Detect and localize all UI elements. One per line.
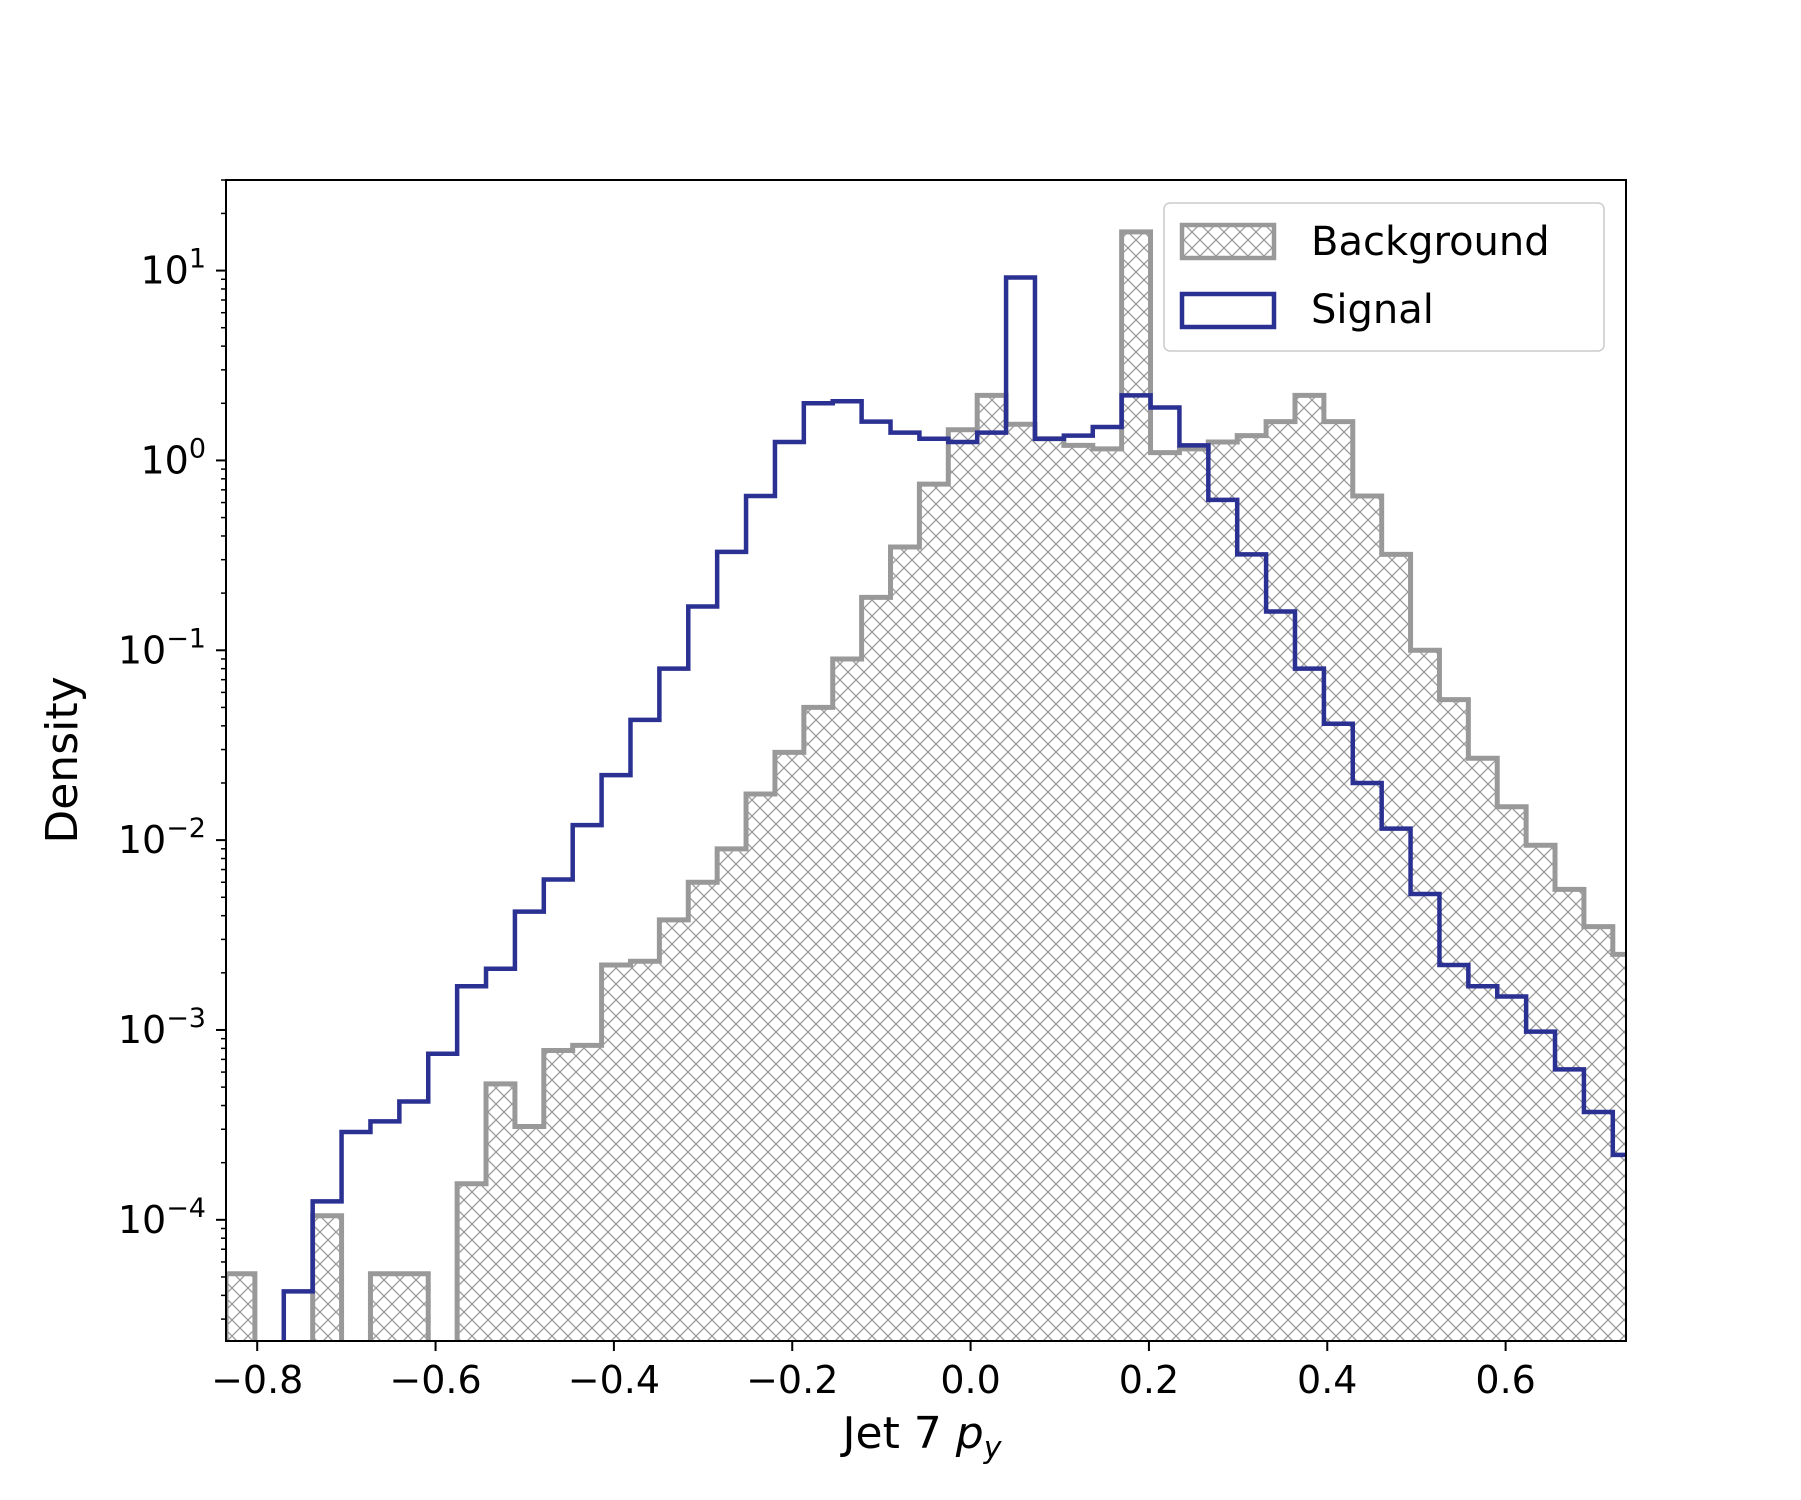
background-bar [457, 1183, 487, 1341]
background-bar [601, 964, 631, 1341]
background-bar [1006, 424, 1035, 1341]
background-bar [514, 1126, 544, 1341]
background-bar [746, 793, 775, 1341]
background-bar [890, 546, 920, 1341]
legend-swatch-background [1179, 222, 1277, 261]
background-bar [717, 848, 747, 1341]
background-bar [1237, 435, 1267, 1341]
x-axis-label-sub: y [983, 1431, 1003, 1466]
background-bar [1121, 231, 1151, 1341]
background-bar [688, 882, 718, 1341]
background-bar [919, 484, 949, 1341]
background-bar [659, 919, 689, 1341]
background-bar [1526, 845, 1556, 1341]
y-tick-label: 10−4 [118, 1193, 206, 1242]
background-bar [948, 429, 978, 1341]
x-tick-label: −0.4 [568, 1358, 660, 1402]
background-bar [1497, 806, 1527, 1341]
x-tick-label: −0.8 [211, 1358, 303, 1402]
background-bar [861, 597, 891, 1341]
background-bar [486, 1083, 515, 1341]
background-bar [1468, 758, 1498, 1341]
signal-line [281, 275, 1626, 1341]
x-axis-label-main: Jet 7 [840, 1408, 956, 1459]
background-bar [1728, 1117, 1757, 1361]
background-bar [803, 707, 833, 1341]
x-axis-label-var: p [955, 1408, 984, 1459]
plot-area: −0.8 −0.6 −0.4 −0.2 0.0 0.2 0.4 0.6 101 100 10−1 10… [118, 179, 1801, 1402]
x-tick-label: 0.6 [1475, 1358, 1535, 1402]
background-outline [226, 229, 1626, 1341]
background-bar [1410, 650, 1440, 1341]
x-tick-label: 0.2 [1119, 1358, 1179, 1402]
x-tick-label: 0.4 [1297, 1358, 1357, 1402]
legend-swatch-signal [1179, 291, 1277, 330]
y-tick-label: 10−3 [118, 1003, 206, 1052]
background-bar [1786, 1181, 1801, 1361]
background-bar [1294, 395, 1324, 1341]
background-bar [1352, 495, 1382, 1341]
background-bar [977, 395, 1007, 1341]
y-tick-label: 10−2 [118, 813, 206, 862]
x-axis-label: Jet 7 py [840, 1408, 1003, 1466]
axes-frame [225, 179, 1627, 1342]
background-bar [1179, 448, 1209, 1341]
background-bar [1555, 889, 1584, 1341]
background-bar [1323, 421, 1353, 1341]
background-bar [1150, 452, 1180, 1341]
legend: Background Signal [1163, 202, 1605, 352]
background-bar [370, 1273, 400, 1341]
x-tick-label: −0.6 [389, 1358, 481, 1402]
x-tick-label: 0.0 [940, 1358, 1000, 1402]
background-bar [832, 658, 862, 1341]
background-bar [543, 1050, 573, 1341]
y-tick-label: 10−1 [118, 623, 206, 672]
y-tick-label: 101 [140, 244, 206, 293]
background-bar [1699, 1079, 1728, 1361]
background-bar [1381, 554, 1411, 1341]
background-bar [1583, 926, 1613, 1341]
background-bar [1612, 954, 1626, 1341]
background-bar [1642, 1015, 1671, 1361]
background-bar [1757, 1117, 1786, 1361]
background-bar [1063, 445, 1093, 1341]
background-bar [1092, 448, 1122, 1341]
background-bar [774, 752, 804, 1341]
background-bar [1439, 699, 1469, 1341]
legend-label-background: Background [1311, 219, 1550, 265]
background-bar [1034, 438, 1064, 1341]
background-bar [630, 961, 660, 1341]
background-bar [226, 1273, 255, 1341]
background-bar [1266, 421, 1295, 1341]
background-bar [1208, 442, 1238, 1341]
background-bar [572, 1045, 602, 1341]
x-tick-label: −0.2 [746, 1358, 838, 1402]
background-bar [1671, 1054, 1700, 1361]
background-bar [399, 1273, 429, 1341]
background-bar [312, 1215, 342, 1341]
y-tick-label: 100 [140, 433, 206, 482]
y-axis-label: Density [37, 676, 88, 843]
legend-label-signal: Signal [1311, 287, 1434, 333]
